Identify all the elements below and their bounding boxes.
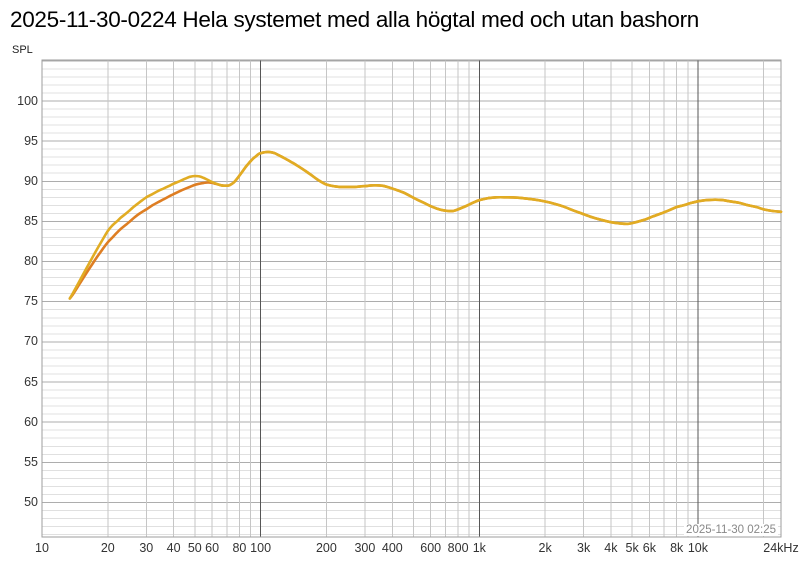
x-tick-label: 24kHz xyxy=(763,541,799,555)
y-tick-label: 50 xyxy=(24,495,38,509)
x-tick-label: 400 xyxy=(381,541,403,555)
x-tick-label: 2k xyxy=(538,541,552,555)
x-tick-label: 3k xyxy=(576,541,591,555)
y-tick-label: 65 xyxy=(24,374,38,389)
y-tick-label: 60 xyxy=(24,414,38,429)
x-tick-label: 100 xyxy=(250,541,272,555)
x-tick-label: 600 xyxy=(420,541,442,555)
x-tick-label: 30 xyxy=(139,541,154,555)
x-tick-label: 40 xyxy=(166,541,181,555)
x-tick-label: 300 xyxy=(354,541,376,555)
x-tick-label: 10 xyxy=(35,541,49,555)
y-tick-label: 75 xyxy=(24,294,38,309)
y-tick-label: 80 xyxy=(24,254,38,269)
y-tick-label: 70 xyxy=(24,334,38,349)
x-tick-label: 50 xyxy=(187,541,202,555)
y-tick-label: 95 xyxy=(24,133,38,148)
y-tick-label: 55 xyxy=(24,454,38,469)
x-tick-label: 4k xyxy=(604,541,618,555)
x-tick-label: 5k xyxy=(625,541,639,555)
x-tick-label: 200 xyxy=(315,541,337,555)
x-tick-label: 60 xyxy=(205,541,220,555)
spl-curve-orange xyxy=(68,150,783,300)
x-tick-label: 10k xyxy=(687,541,708,555)
timestamp-label: 2025-11-30 02:25 xyxy=(684,524,778,536)
y-tick-label: 100 xyxy=(17,93,38,108)
y-tick-label: 90 xyxy=(24,173,38,188)
spl-curve-yellow xyxy=(68,150,783,300)
y-tick-label: 85 xyxy=(24,213,38,228)
chart-title: 2025-11-30-0224 Hela systemet med alla h… xyxy=(10,7,699,32)
x-tick-label: 8k xyxy=(670,541,684,555)
x-tick-label: 800 xyxy=(447,541,469,555)
x-tick-label: 80 xyxy=(232,541,247,555)
x-tick-label: 1k xyxy=(472,541,486,555)
plot-border xyxy=(41,59,782,538)
y-axis-title: SPL xyxy=(12,44,33,56)
x-tick-label: 6k xyxy=(642,541,656,555)
x-tick-label: 20 xyxy=(100,541,115,555)
